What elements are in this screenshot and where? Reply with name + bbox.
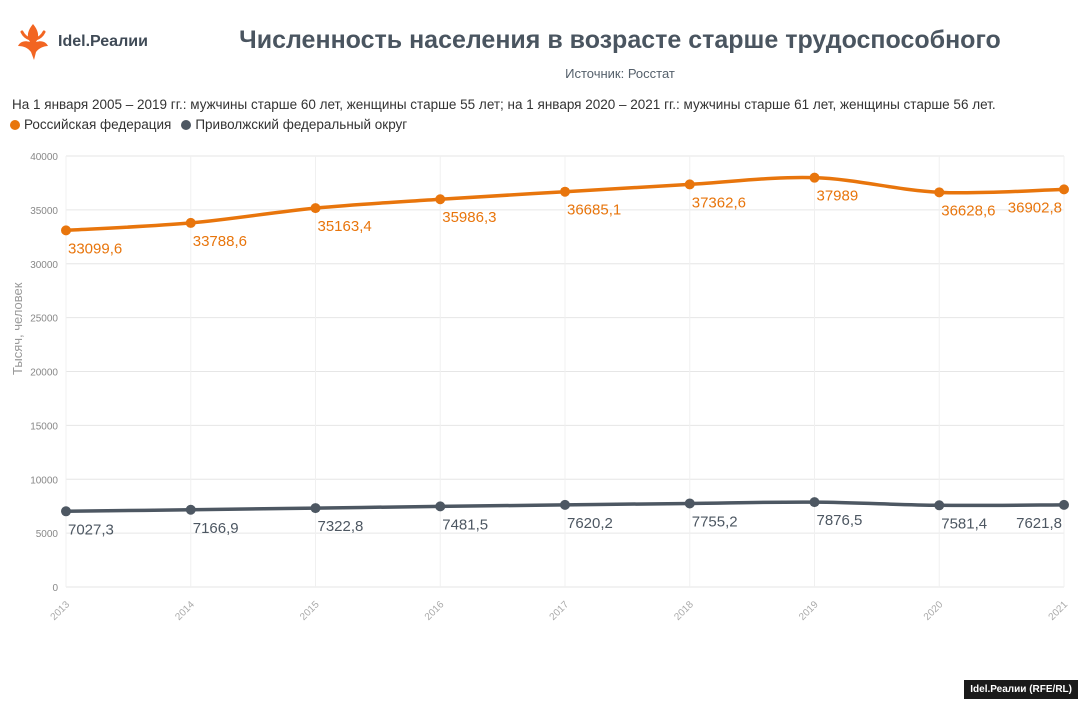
data-label-1: 7481,5 [442,516,488,533]
chart-source: Источник: Росстат [565,66,675,81]
x-tick-label: 2018 [672,599,696,623]
data-label-1: 7322,8 [318,518,364,535]
data-point-0 [809,172,820,183]
data-label-1: 7876,5 [817,512,863,529]
y-tick-label: 25000 [30,314,58,325]
data-point-0 [310,203,321,214]
x-tick-label: 2016 [423,599,447,623]
data-label-0: 36902,8 [1008,199,1062,216]
y-tick-label: 15000 [30,421,58,432]
data-point-0 [1059,184,1069,195]
x-tick-label: 2021 [1047,599,1071,623]
data-point-1 [809,497,820,508]
data-point-0 [185,217,196,228]
data-label-0: 36628,6 [941,202,995,219]
data-label-1: 7581,4 [941,515,987,532]
logo-icon [18,24,48,60]
legend: Российская федерация Приволжский федерал… [10,117,407,132]
data-point-1 [684,498,695,509]
x-tick-label: 2017 [548,599,572,623]
data-point-0 [560,186,570,197]
data-point-1 [435,501,446,512]
y-tick-label: 30000 [30,260,58,271]
data-label-0: 35163,4 [318,218,372,235]
x-tick-label: 2015 [298,599,322,623]
data-point-1 [560,499,570,510]
data-label-1: 7027,3 [68,521,114,538]
data-label-0: 35986,3 [442,209,496,226]
legend-item-volga[interactable]: Приволжский федеральный округ [181,117,407,132]
y-tick-label: 0 [52,583,58,594]
data-label-0: 37989 [817,188,859,205]
x-tick-label: 2014 [173,599,197,623]
logo-text: Idel.Реалии [58,33,148,50]
data-label-0: 37362,6 [692,194,746,211]
chart-title: Численность населения в возрасте старше … [239,26,1001,54]
data-point-1 [61,506,71,517]
data-label-1: 7166,9 [193,520,239,537]
data-label-0: 36685,1 [567,202,621,219]
data-point-1 [1059,499,1069,510]
credit-badge: Idel.Реалии (RFE/RL) [964,680,1078,699]
y-tick-label: 10000 [30,475,58,486]
logo: Idel.Реалии [14,20,148,64]
data-label-1: 7620,2 [567,515,613,532]
y-tick-label: 20000 [30,368,58,379]
data-label-1: 7621,8 [1016,515,1062,532]
legend-label-volga: Приволжский федеральный округ [195,117,408,132]
y-tick-label: 5000 [36,529,59,540]
chart-subtitle: На 1 января 2005 – 2019 гг.: мужчины ста… [12,97,996,112]
x-tick-label: 2019 [797,599,821,623]
y-tick-label: 35000 [30,206,58,217]
legend-marker-volga [181,119,192,130]
legend-marker-russia [10,119,20,130]
legend-item-russia[interactable]: Российская федерация [10,117,171,132]
data-label-1: 7755,2 [692,513,738,530]
data-point-0 [435,194,446,205]
data-label-0: 33099,6 [68,240,122,257]
data-point-1 [934,500,945,511]
y-tick-label: 40000 [30,152,58,163]
data-point-0 [934,187,945,198]
data-point-0 [684,179,695,190]
x-tick-label: 2013 [49,599,73,623]
data-label-0: 33788,6 [193,233,247,250]
legend-label-russia: Российская федерация [24,117,172,132]
data-point-1 [185,504,196,515]
data-point-1 [310,503,321,514]
data-point-0 [61,225,71,236]
x-tick-label: 2020 [922,599,946,623]
